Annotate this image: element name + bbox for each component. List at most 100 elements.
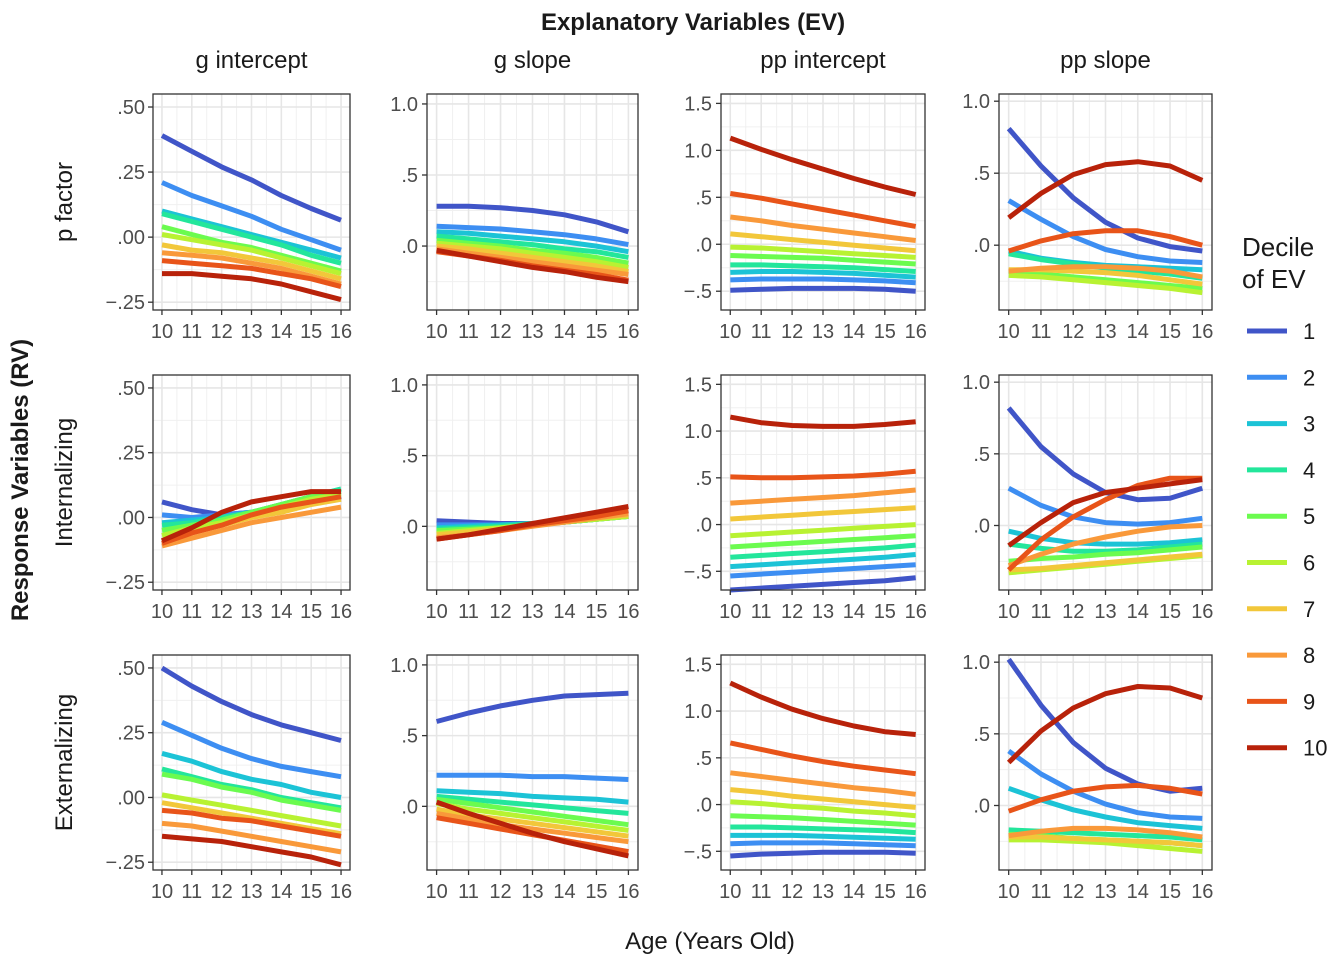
y-tick-label: 1.5 [684, 654, 712, 676]
series-line-decile-1 [730, 285, 916, 294]
x-tick-label: 14 [843, 601, 865, 623]
panel-p-factor-g-intercept: −.25 .00 .25 .50 10 11 12 13 14 15 16 [106, 93, 352, 343]
x-tick-label: 10 [998, 321, 1020, 343]
x-tick-label: 11 [458, 321, 479, 343]
legend-item-5: 5 [1247, 504, 1315, 529]
x-tick-label: 13 [240, 881, 262, 903]
x-tick-label: 11 [1031, 601, 1052, 623]
y-tick-label: .5 [973, 724, 990, 746]
y-tick-label: 1.0 [962, 91, 990, 113]
y-tick-label: 1.0 [684, 421, 712, 443]
series-line-decile-10 [162, 271, 342, 303]
panel-p-factor-pp-slope: .0 .5 1.0 10 11 12 13 14 15 16 [962, 91, 1213, 343]
y-tick-label: −.25 [106, 292, 145, 314]
legend-label: 8 [1303, 643, 1315, 668]
series-line-decile-5 [436, 796, 629, 828]
series-line-decile-9 [1006, 475, 1203, 572]
y-tick-label: −.25 [106, 572, 145, 594]
series-line-decile-10 [1007, 159, 1204, 220]
series-line-decile-1 [1006, 657, 1203, 794]
series-line-decile-7 [730, 787, 916, 810]
y-tick-label: .5 [401, 726, 418, 748]
x-tick-label: 10 [719, 321, 741, 343]
y-tick-label: .5 [695, 748, 712, 770]
y-axis-title: Response Variables (RV) [7, 339, 34, 621]
y-tick-label: .0 [973, 796, 990, 818]
series-line-decile-1 [436, 203, 630, 235]
x-tick-label: 15 [300, 321, 322, 343]
series-line-decile-8 [1008, 825, 1203, 840]
y-tick-label: .00 [117, 507, 145, 529]
y-tick-label: −.5 [684, 281, 712, 303]
series-line-decile-8 [1007, 523, 1203, 568]
series-line-decile-8 [161, 820, 342, 855]
x-tick-label: 14 [270, 601, 292, 623]
x-tick-label: 12 [1062, 881, 1084, 903]
x-tick-label: 14 [1127, 881, 1149, 903]
x-tick-label: 14 [553, 321, 575, 343]
x-tick-label: 15 [874, 601, 896, 623]
x-tick-label: 11 [751, 881, 772, 903]
y-tick-label: .5 [973, 163, 990, 185]
y-tick-label: .00 [117, 787, 145, 809]
series-line-decile-1 [160, 133, 342, 223]
y-tick-label: .0 [695, 795, 712, 817]
y-tick-label: .5 [401, 446, 418, 468]
x-tick-label: 15 [874, 321, 896, 343]
series-line-decile-5 [161, 224, 342, 274]
y-tick-label: .50 [117, 658, 145, 680]
series-line-decile-3 [730, 269, 916, 280]
x-tick-label: 15 [874, 881, 896, 903]
series-line-decile-5 [730, 253, 916, 267]
series-line-decile-4 [730, 542, 916, 560]
legend: 1 2 3 4 5 6 7 8 9 10 [1247, 319, 1327, 761]
x-tick-label: 16 [330, 881, 352, 903]
series-line-decile-10 [1007, 477, 1203, 548]
x-tick-label: 11 [458, 601, 479, 623]
series-line-decile-6 [161, 232, 342, 277]
series-line-decile-8 [161, 504, 342, 549]
y-tick-label: .0 [401, 516, 418, 538]
x-tick-label: 15 [300, 601, 322, 623]
x-tick-label: 13 [1094, 321, 1116, 343]
series-line-decile-9 [161, 494, 342, 546]
series-line-decile-7 [1008, 834, 1203, 849]
legend-item-10: 10 [1247, 736, 1327, 761]
panel-externalizing-g-intercept: −.25 .00 .25 .50 10 11 12 13 14 15 16 [106, 654, 352, 903]
x-tick-label: 12 [781, 601, 803, 623]
facet-panels: g intercept g slope pp intercept pp slope p … [51, 47, 1213, 903]
x-tick-label: 13 [1094, 601, 1116, 623]
series-line-decile-10 [1006, 684, 1204, 765]
series-line-decile-4 [436, 793, 629, 816]
series-line-decile-3 [436, 788, 629, 805]
legend-label: 4 [1303, 458, 1315, 483]
x-tick-label: 11 [1031, 321, 1052, 343]
series-line-decile-8 [436, 246, 629, 277]
legend-label: 5 [1303, 504, 1315, 529]
y-tick-label: .0 [401, 236, 418, 258]
series-line-decile-9 [729, 740, 916, 777]
x-tick-label: 15 [1159, 601, 1181, 623]
x-tick-label: 10 [151, 601, 173, 623]
x-tick-label: 10 [998, 601, 1020, 623]
series-line-decile-2 [730, 840, 916, 849]
x-tick-label: 12 [489, 881, 511, 903]
series-line-decile-7 [436, 243, 629, 275]
series-line-decile-10 [161, 833, 342, 868]
x-tick-label: 14 [270, 321, 292, 343]
x-tick-label: 14 [1127, 601, 1149, 623]
series-line-decile-2 [436, 772, 629, 782]
x-tick-label: 10 [425, 321, 447, 343]
series-line-decile-3 [161, 750, 342, 800]
main-title: Explanatory Variables (EV) [541, 9, 845, 36]
legend-label: 6 [1303, 551, 1315, 576]
series-line-decile-1 [730, 575, 916, 593]
series-line-decile-3 [436, 229, 629, 255]
series-line-decile-6 [730, 244, 916, 260]
x-tick-label: 12 [211, 881, 233, 903]
series-line-decile-9 [1007, 782, 1203, 814]
series-line-decile-7 [730, 231, 916, 254]
series-line-decile-1 [160, 665, 342, 743]
y-tick-label: .0 [401, 796, 418, 818]
x-tick-label: 16 [1191, 321, 1213, 343]
